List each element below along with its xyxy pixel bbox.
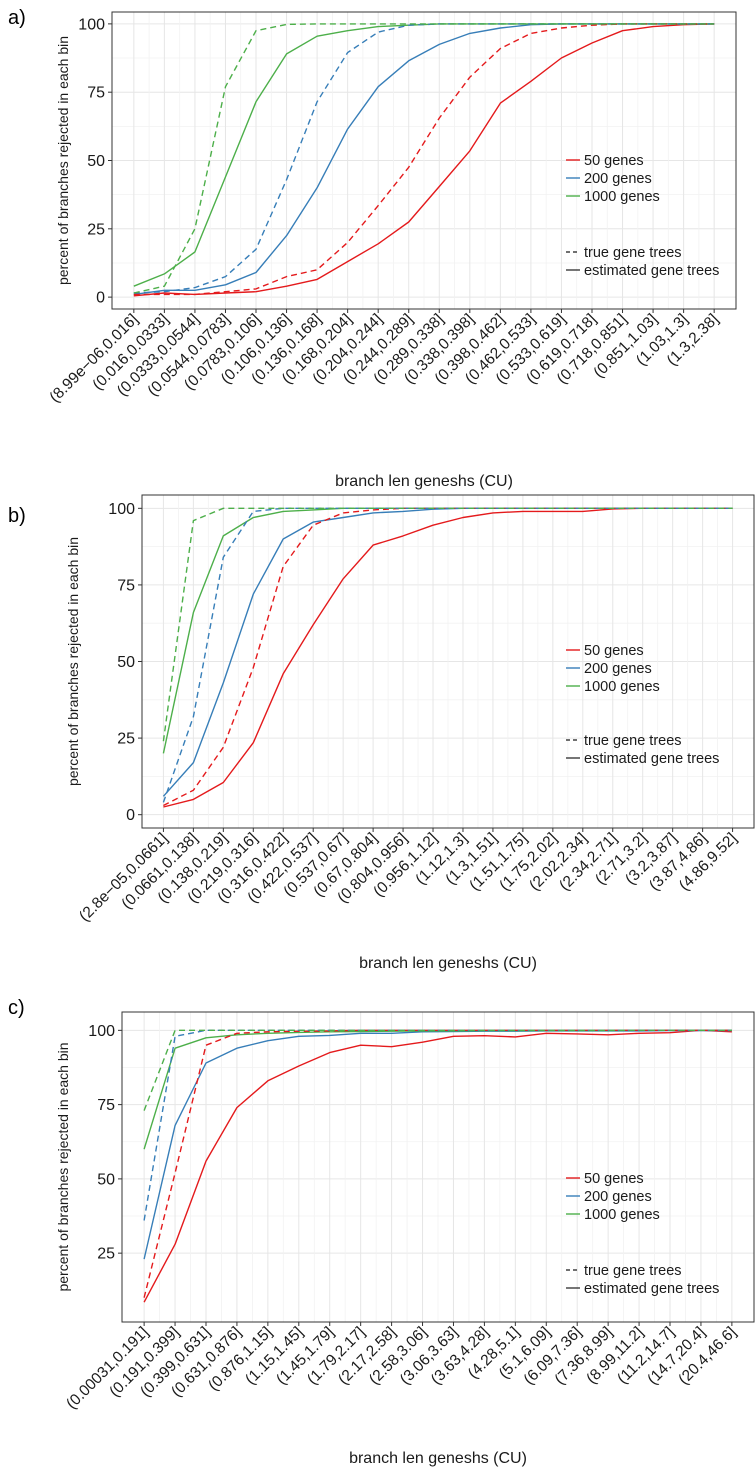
panel-label: c) xyxy=(8,997,25,1019)
legend-entry: 50 genes xyxy=(584,153,644,169)
y-tick-label: 100 xyxy=(108,501,135,518)
series-line-1000-genes-true xyxy=(133,23,715,294)
legend-entry: 200 genes xyxy=(584,661,652,677)
panel-label: b) xyxy=(8,505,26,527)
legend-entry: 1000 genes xyxy=(584,1207,660,1223)
series-line-50-genes-estimated xyxy=(143,1029,732,1303)
y-tick-label: 50 xyxy=(87,153,105,170)
legend-entry: estimated gene trees xyxy=(584,1281,719,1297)
legend-entry: estimated gene trees xyxy=(584,751,719,767)
series-line-50-genes-true xyxy=(133,23,715,296)
y-tick-label: 25 xyxy=(117,731,135,748)
chart-panel-3: 255075100(0.00031,0.191](0.191,0.399](0.… xyxy=(8,997,755,1467)
series-line-200-genes-true xyxy=(162,507,733,803)
legend: 50 genes 200 genes 1000 genes true gene tre… xyxy=(566,643,719,767)
x-axis-title: branch len geneshs (CU) xyxy=(359,955,537,972)
legend-entry: 50 genes xyxy=(584,643,644,659)
plot-frame xyxy=(111,11,737,310)
series-line-50-genes-estimated xyxy=(133,23,715,297)
panel-label: a) xyxy=(8,7,26,29)
legend-entry: true gene trees xyxy=(584,733,682,749)
legend: 50 genes 200 genes 1000 genes true gene tre… xyxy=(566,1171,719,1297)
y-tick-label: 0 xyxy=(96,290,105,307)
x-axis-title: branch len geneshs (CU) xyxy=(335,473,513,490)
legend-entry: 1000 genes xyxy=(584,679,660,695)
y-tick-label: 25 xyxy=(97,1246,115,1263)
plot-frame xyxy=(121,1011,755,1323)
legend-entry: 200 genes xyxy=(584,171,652,187)
legend-entry: 1000 genes xyxy=(584,189,660,205)
legend-entry: 200 genes xyxy=(584,1189,652,1205)
chart-panel-1: 0255075100(8.99e−06,0.016](0.016,0.0333]… xyxy=(8,7,737,490)
x-axis-title: branch len geneshs (CU) xyxy=(349,1450,527,1467)
y-tick-label: 75 xyxy=(97,1097,115,1114)
y-tick-label: 0 xyxy=(126,807,135,824)
y-tick-label: 100 xyxy=(78,16,105,33)
y-tick-label: 75 xyxy=(117,577,135,594)
y-tick-label: 50 xyxy=(97,1171,115,1188)
y-tick-label: 25 xyxy=(87,221,105,238)
chart-panel-2: 0255075100(2.8e−05,0.0661](0.0661,0.138]… xyxy=(8,494,755,972)
y-tick-label: 100 xyxy=(88,1023,115,1040)
y-tick-label: 50 xyxy=(117,654,135,671)
y-axis-title: percent of branches rejected in each bin xyxy=(65,537,81,786)
legend-entry: true gene trees xyxy=(584,245,682,261)
legend-entry: 50 genes xyxy=(584,1171,644,1187)
y-axis-title: percent of branches rejected in each bin xyxy=(55,1042,71,1291)
plot-frame xyxy=(141,494,755,829)
legend: 50 genes 200 genes 1000 genes true gene tre… xyxy=(566,153,719,279)
y-axis-title: percent of branches rejected in each bin xyxy=(55,36,71,285)
y-tick-label: 75 xyxy=(87,85,105,102)
legend-entry: true gene trees xyxy=(584,1263,682,1279)
series-line-1000-genes-true xyxy=(143,1029,732,1111)
legend-entry: estimated gene trees xyxy=(584,263,719,279)
